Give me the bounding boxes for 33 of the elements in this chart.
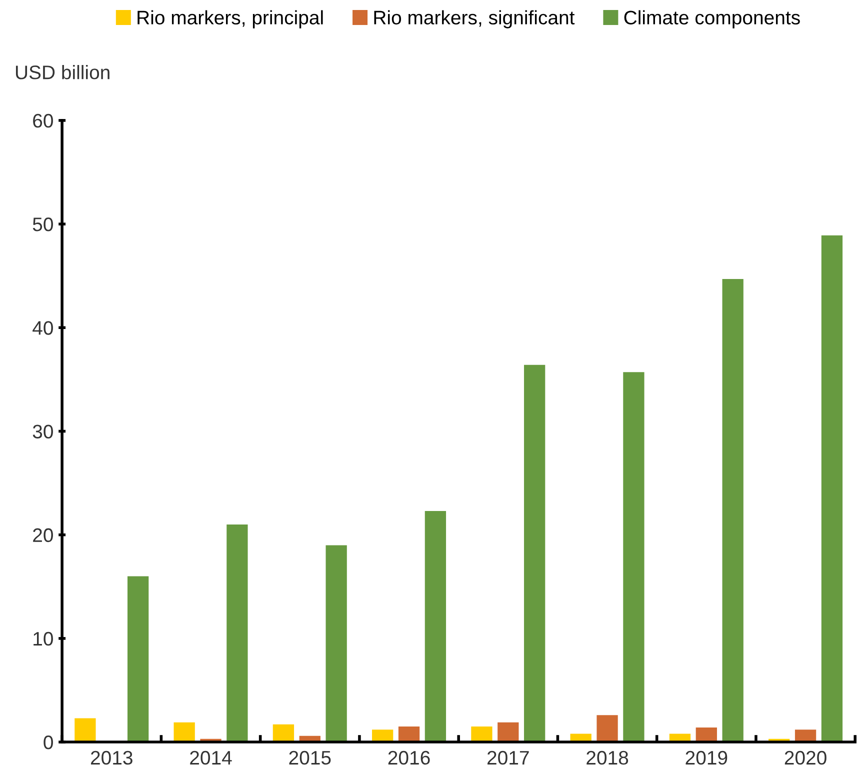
- bar: [722, 278, 744, 742]
- x-tick-label: 2018: [586, 750, 628, 765]
- y-tick-label: 40: [32, 321, 53, 335]
- y-tick-label: 50: [32, 218, 53, 232]
- legend-label: Climate components: [624, 10, 800, 28]
- bar: [498, 722, 519, 742]
- bar: [821, 235, 843, 742]
- x-tick-label: 2020: [784, 750, 826, 765]
- bar: [272, 724, 294, 742]
- bar: [623, 372, 644, 742]
- bar: [524, 364, 546, 742]
- y-axis-title: USD billion: [16, 65, 110, 80]
- bar: [174, 722, 195, 742]
- bar: [127, 576, 149, 742]
- x-tick-label: 2017: [488, 750, 529, 765]
- y-tick-label: 60: [33, 114, 53, 128]
- x-tick-label: 2016: [388, 750, 430, 765]
- bar: [326, 545, 347, 742]
- legend-label: Rio markers, significant: [374, 10, 575, 28]
- x-tick-label: 2013: [90, 750, 132, 765]
- bar: [596, 715, 618, 742]
- y-tick-label: 0: [44, 736, 53, 750]
- legend-label: Rio markers, principal: [138, 10, 323, 28]
- y-tick-label: 10: [34, 632, 53, 646]
- bar: [471, 726, 492, 742]
- y-tick-label: 20: [33, 528, 53, 542]
- bar: [424, 511, 446, 742]
- x-tick-label: 2015: [289, 750, 331, 765]
- y-tick-label: 30: [32, 424, 53, 438]
- bar: [74, 718, 96, 742]
- x-tick-label: 2019: [686, 750, 728, 765]
- x-tick-label: 2014: [190, 750, 232, 765]
- bar: [226, 524, 248, 742]
